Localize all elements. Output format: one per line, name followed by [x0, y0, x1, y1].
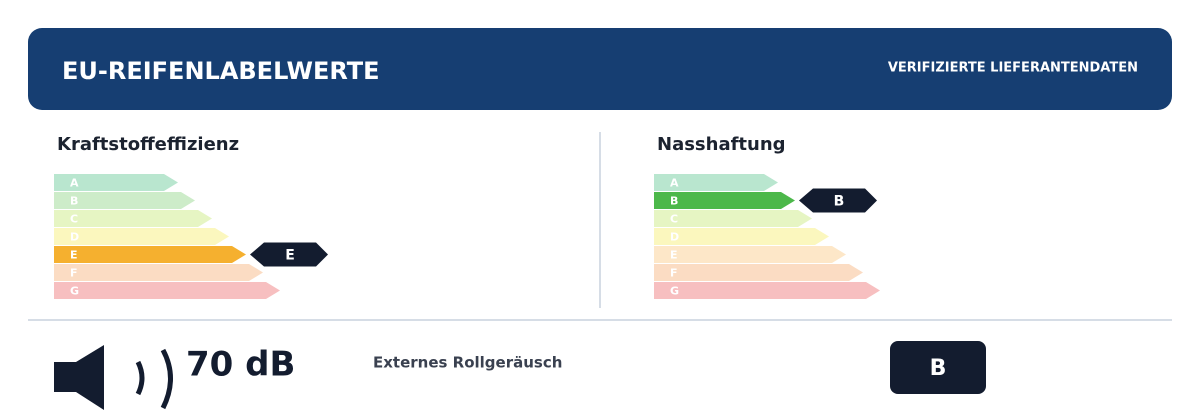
rating-label: B — [834, 194, 845, 210]
wet-title: Nasshaftung — [657, 134, 786, 155]
class-bar — [654, 282, 880, 299]
class-bar — [654, 246, 846, 263]
fuel-title: Kraftstoffeffizienz — [57, 134, 239, 155]
class-letter: C — [670, 213, 678, 226]
class-bar — [654, 210, 812, 227]
speaker-body — [54, 362, 76, 392]
class-letter: G — [70, 285, 79, 298]
sound-wave — [160, 348, 173, 410]
class-bar — [654, 264, 863, 281]
class-bar — [54, 210, 212, 227]
class-bar — [54, 192, 195, 209]
rating-arrow — [799, 188, 877, 213]
class-bar — [54, 264, 263, 281]
noise-label: Externes Rollgeräusch — [373, 354, 562, 372]
class-bar — [54, 228, 229, 245]
header-title: EU-REIFENLABELWERTE — [62, 57, 380, 85]
class-bar — [654, 228, 829, 245]
class-letter: G — [670, 285, 679, 298]
rating-arrow — [250, 242, 328, 267]
speaker-icon — [54, 345, 173, 410]
class-letter: B — [70, 195, 78, 208]
class-letter: E — [70, 249, 78, 262]
speaker-cone — [76, 345, 104, 410]
rating-label: E — [285, 248, 295, 264]
class-letter: A — [70, 177, 79, 190]
class-letter: C — [70, 213, 78, 226]
noise-class: B — [930, 356, 947, 381]
class-letter: E — [670, 249, 678, 262]
class-letter: F — [670, 267, 678, 280]
class-letter: F — [70, 267, 78, 280]
class-bar — [654, 192, 795, 209]
header-bar — [28, 28, 1172, 110]
class-bar — [654, 174, 778, 191]
noise-value: 70 dB — [186, 345, 295, 385]
class-bar — [54, 246, 246, 263]
class-letter: D — [70, 231, 79, 244]
class-letter: D — [670, 231, 679, 244]
header-badge: VERIFIZIERTE LIEFERANTENDATEN — [888, 61, 1138, 76]
class-bar — [54, 282, 280, 299]
noise-class-badge — [890, 341, 986, 394]
class-bar — [54, 174, 178, 191]
sound-wave — [135, 360, 145, 396]
class-letter: B — [670, 195, 678, 208]
class-letter: A — [670, 177, 679, 190]
